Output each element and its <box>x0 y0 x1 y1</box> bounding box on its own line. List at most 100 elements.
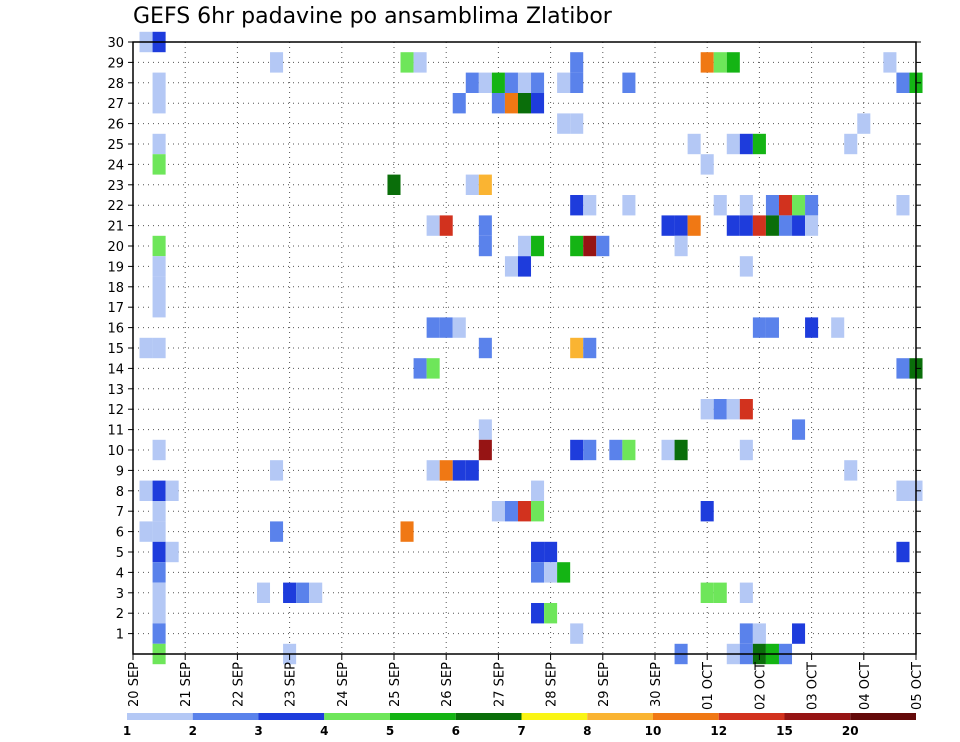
heatmap-cell <box>531 93 545 114</box>
heatmap-cell <box>504 93 518 114</box>
heatmap-cell <box>583 439 597 461</box>
heatmap-cell <box>139 480 153 501</box>
heatmap-cell <box>805 317 819 338</box>
heatmap-cell <box>478 235 492 257</box>
heatmap-cell <box>713 399 727 420</box>
x-tick-label: 03 OCT <box>806 662 821 710</box>
heatmap-cell <box>557 113 571 134</box>
y-tick-label: 22 <box>107 199 124 214</box>
heatmap-cell <box>165 541 179 563</box>
heatmap-cell <box>896 358 910 379</box>
x-tick-label: 26 SEP <box>440 662 455 707</box>
heatmap-cell <box>478 337 492 359</box>
heatmap-cell <box>726 215 740 236</box>
heatmap-cell <box>152 582 166 603</box>
y-tick-label: 30 <box>107 36 124 51</box>
legend-swatch <box>587 713 653 720</box>
heatmap-cell <box>674 215 688 236</box>
y-tick-label: 3 <box>116 587 124 602</box>
heatmap-cell <box>792 419 806 440</box>
heatmap-cell <box>426 215 440 236</box>
heatmap-cell <box>152 256 166 277</box>
heatmap-cell <box>270 52 284 73</box>
heatmap-cell <box>152 541 166 563</box>
heatmap-cell <box>504 256 518 277</box>
heatmap-cell <box>792 195 806 216</box>
heatmap-cell <box>517 72 532 93</box>
heatmap-cell <box>896 480 910 501</box>
heatmap-cell <box>792 623 806 644</box>
heatmap-cell <box>883 52 897 73</box>
heatmap-cell <box>256 582 271 603</box>
y-tick-label: 6 <box>116 526 124 541</box>
heatmap-cell <box>752 133 766 155</box>
y-tick-label: 28 <box>107 77 124 92</box>
heatmap-cell <box>609 439 623 461</box>
heatmap-cell <box>687 215 701 236</box>
heatmap-cell <box>400 521 414 542</box>
heatmap-cell <box>739 195 753 216</box>
heatmap-cell <box>765 317 779 338</box>
heatmap-cell <box>596 235 610 257</box>
heatmap-cell <box>622 439 636 461</box>
heatmap-cell <box>152 603 166 624</box>
legend-swatch <box>718 713 785 720</box>
heatmap-cell <box>152 501 166 522</box>
heatmap-cell <box>439 460 453 481</box>
legend-label: 20 <box>842 724 859 738</box>
heatmap-cell <box>739 623 753 644</box>
y-tick-label: 24 <box>107 158 124 173</box>
legend-label: 2 <box>189 724 197 738</box>
legend-swatch <box>850 713 916 720</box>
heatmap-cell <box>152 154 166 175</box>
y-tick-label: 10 <box>107 444 124 459</box>
heatmap-cell <box>531 541 545 563</box>
x-tick-label: 22 SEP <box>231 662 246 707</box>
heatmap-cell <box>831 317 845 338</box>
heatmap-cell <box>270 521 284 542</box>
heatmap-cell <box>570 623 584 644</box>
heatmap-cell <box>504 72 518 93</box>
legend-swatch <box>127 713 193 720</box>
legend-swatch <box>784 713 851 720</box>
x-tick-label: 04 OCT <box>858 662 873 710</box>
heatmap-cell <box>674 235 688 257</box>
heatmap-cell <box>570 72 584 93</box>
heatmap-cell <box>426 317 440 338</box>
heatmap-cell <box>504 501 518 522</box>
heatmap-cell <box>752 215 766 236</box>
legend-label: 15 <box>776 724 793 738</box>
legend-label: 4 <box>320 724 328 738</box>
heatmap-cell <box>517 93 532 114</box>
heatmap-cell <box>544 603 558 624</box>
heatmap-cell <box>570 113 584 134</box>
x-tick-label: 21 SEP <box>179 662 194 707</box>
heatmap-cell <box>283 582 297 603</box>
y-tick-label: 19 <box>107 260 124 275</box>
heatmap-cell <box>739 256 753 277</box>
legend-swatch <box>258 713 325 720</box>
y-tick-label: 9 <box>116 464 124 479</box>
legend-swatch <box>390 713 456 720</box>
legend-label: 6 <box>452 724 460 738</box>
heatmap-cell <box>139 337 153 359</box>
y-tick-label: 1 <box>116 628 124 643</box>
legend-label: 5 <box>386 724 394 738</box>
x-tick-label: 27 SEP <box>492 662 507 707</box>
x-tick-label: 30 SEP <box>649 662 664 707</box>
heatmap-cell <box>805 215 819 236</box>
legend-swatch <box>192 713 259 720</box>
heatmap-cell <box>622 195 636 216</box>
y-tick-label: 8 <box>116 485 124 500</box>
heatmap-cell <box>478 72 492 93</box>
heatmap-cell <box>531 235 545 257</box>
heatmap-cell <box>152 235 166 257</box>
y-tick-label: 14 <box>107 362 124 377</box>
heatmap-cell <box>739 439 753 461</box>
y-tick-label: 23 <box>107 179 124 194</box>
heatmap-cell <box>152 297 166 318</box>
heatmap-cell <box>517 235 532 257</box>
heatmap-cell <box>583 195 597 216</box>
heatmap-cell <box>687 133 701 155</box>
legend-label: 12 <box>710 724 727 738</box>
